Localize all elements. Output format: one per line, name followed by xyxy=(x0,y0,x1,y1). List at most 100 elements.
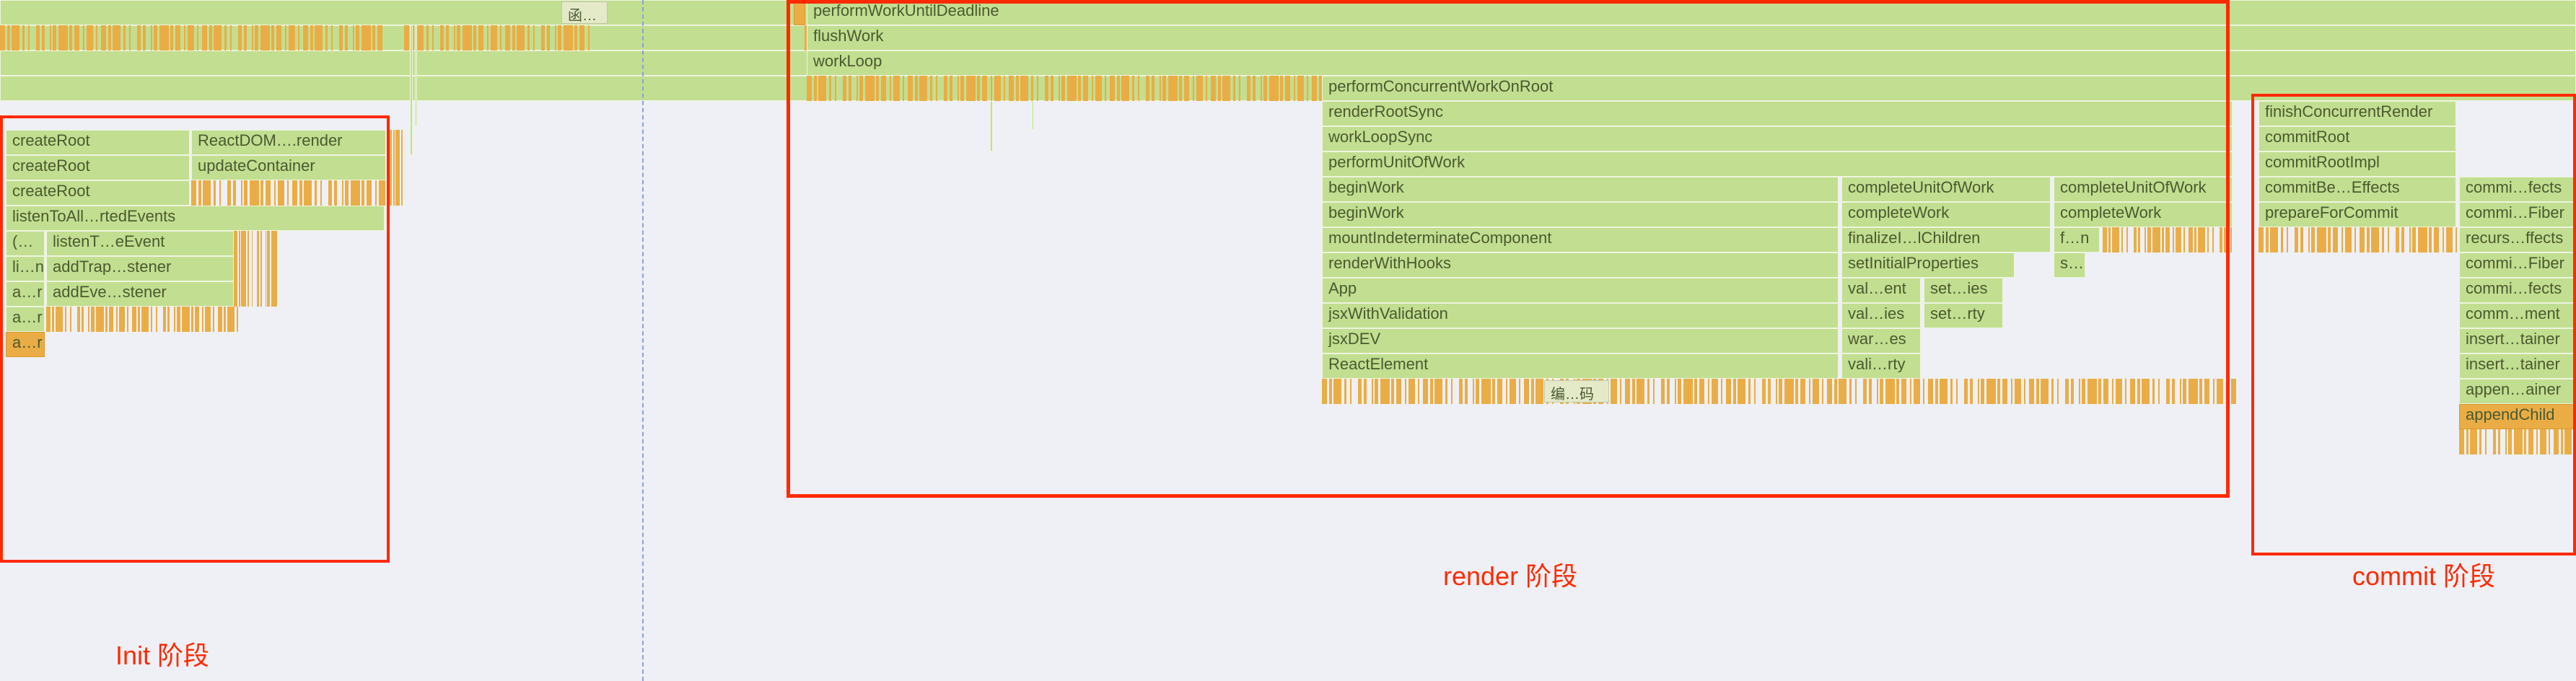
flame-frame[interactable]: a…r xyxy=(6,307,45,332)
flame-frame[interactable]: prepareForCommit xyxy=(2259,202,2456,227)
flame-frame[interactable]: ReactDOM….render xyxy=(191,130,386,155)
flame-frame[interactable]: addEve…stener xyxy=(46,281,234,307)
flame-frame[interactable]: vali…rty xyxy=(1841,353,1921,379)
flame-frame[interactable]: set…rty xyxy=(1924,303,2003,328)
flame-frame-label: addEve…stener xyxy=(47,282,171,300)
flame-frame-label: completeWork xyxy=(2054,203,2165,221)
flame-frame-label: insert…tainer xyxy=(2460,329,2564,347)
flame-frame[interactable]: li…nt xyxy=(6,256,45,281)
flame-frame-label: val…ies xyxy=(1842,304,1909,322)
flame-stripes xyxy=(234,231,277,256)
flame-frame-self[interactable]: a…r xyxy=(6,332,45,357)
flame-frame[interactable]: finalizeI…lChildren xyxy=(1841,227,2051,252)
flame-frame[interactable]: s… xyxy=(2054,252,2085,278)
flame-frame-label: jsxDEV xyxy=(1323,329,1385,347)
flame-frame[interactable]: insert…tainer xyxy=(2459,328,2575,353)
flame-frame[interactable]: ReactElement xyxy=(1322,353,1839,379)
flame-frame-label: App xyxy=(1323,278,1361,296)
flame-frame-label: li…nt xyxy=(6,257,45,275)
flame-frame[interactable]: updateContainer xyxy=(191,155,386,180)
flame-frame[interactable]: listenToAll…rtedEvents xyxy=(6,206,385,231)
flame-frame[interactable]: createRoot xyxy=(6,155,190,180)
flame-frame-label: vali…rty xyxy=(1842,354,1909,372)
flame-frame-label: set…ies xyxy=(1924,278,1992,296)
flame-frame[interactable]: workLoopSync xyxy=(1322,126,2233,151)
flame-frame[interactable]: jsxWithValidation xyxy=(1322,303,1839,328)
flame-frame-label: setInitialProperties xyxy=(1842,253,1983,271)
flame-frame[interactable]: commi…fects xyxy=(2459,278,2575,303)
flame-frame[interactable]: commi…Fiber xyxy=(2459,202,2575,227)
flame-frame[interactable]: val…ies xyxy=(1841,303,1921,328)
flame-frame[interactable]: set…ies xyxy=(1924,278,2003,303)
flame-frame[interactable]: recurs…ffects xyxy=(2459,227,2575,252)
flame-tick[interactable] xyxy=(1032,101,1034,130)
flame-frame[interactable]: f…n xyxy=(2054,227,2100,252)
flame-stripes xyxy=(2459,429,2575,454)
flame-frame[interactable]: beginWork xyxy=(1322,177,1839,202)
flame-chart-canvas[interactable]: 函…createRootReactDOM….rendercreateRootup… xyxy=(0,0,2576,681)
flame-frame[interactable]: jsxDEV xyxy=(1322,328,1839,353)
flame-frame[interactable]: workLoop xyxy=(807,50,2576,76)
flame-frame[interactable]: commitRootImpl xyxy=(2259,151,2456,177)
time-divider xyxy=(642,0,644,681)
flame-frame[interactable]: insert…tainer xyxy=(2459,353,2575,379)
flame-frame-label: performUnitOfWork xyxy=(1323,152,1469,170)
flame-frame[interactable]: renderRootSync xyxy=(1322,101,2233,126)
flame-gutter[interactable] xyxy=(794,0,805,25)
flame-frame-label: finishConcurrentRender xyxy=(2259,102,2437,120)
flame-stripes xyxy=(234,256,277,281)
flame-stripes xyxy=(389,130,402,206)
flame-frame-label: insert…tainer xyxy=(2460,354,2564,372)
flame-frame[interactable]: completeUnitOfWork xyxy=(2054,177,2233,202)
flame-frame[interactable]: mountIndeterminateComponent xyxy=(1322,227,1839,252)
flame-frame-label: createRoot xyxy=(6,181,95,199)
phase-label-init: Init 阶段 xyxy=(115,635,209,672)
flame-frame[interactable]: war…es xyxy=(1841,328,1921,353)
flame-frame[interactable]: setInitialProperties xyxy=(1841,252,2015,278)
flame-frame-label: recurs…ffects xyxy=(2460,228,2567,246)
flame-frame[interactable]: performUnitOfWork xyxy=(1322,151,2233,177)
flame-frame-self[interactable]: appendChild xyxy=(2459,404,2575,429)
flame-frame[interactable]: beginWork xyxy=(1322,202,1839,227)
flame-frame[interactable]: listenT…eEvent xyxy=(46,231,234,256)
flame-frame[interactable]: performConcurrentWorkOnRoot xyxy=(1322,76,2576,101)
flame-frame-label: renderRootSync xyxy=(1323,102,1447,120)
flame-tick[interactable] xyxy=(415,25,417,126)
flame-frame-label: workLoop xyxy=(807,51,886,69)
flame-frame[interactable]: flushWork xyxy=(807,25,2576,50)
flame-frame[interactable]: commitRoot xyxy=(2259,126,2456,151)
flame-frame-label: prepareForCommit xyxy=(2259,203,2403,221)
flame-stripes xyxy=(46,307,241,332)
flame-frame[interactable]: renderWithHooks xyxy=(1322,252,1839,278)
flame-frame[interactable]: commitBe…Effects xyxy=(2259,177,2456,202)
flame-frame[interactable]: completeUnitOfWork xyxy=(1841,177,2051,202)
flame-tick[interactable] xyxy=(410,25,413,155)
flame-frame-label: val…ent xyxy=(1842,278,1911,296)
flame-frame[interactable]: App xyxy=(1322,278,1839,303)
flame-stripes xyxy=(2259,227,2456,252)
flame-tiny-label[interactable]: 编…码 xyxy=(1544,380,1609,403)
flame-frame[interactable]: createRoot xyxy=(6,130,190,155)
flame-frame-label: performWorkUntilDeadline xyxy=(807,1,1004,19)
flame-frame-label: (… xyxy=(6,232,38,250)
flame-frame[interactable]: addTrap…stener xyxy=(46,256,234,281)
flame-frame[interactable]: completeWork xyxy=(2054,202,2233,227)
flame-frame-label: createRoot xyxy=(6,131,95,149)
flame-frame[interactable]: commi…fects xyxy=(2459,177,2575,202)
flame-frame[interactable]: appen…ainer xyxy=(2459,379,2575,404)
flame-stripes xyxy=(2103,227,2233,252)
flame-frame-label: beginWork xyxy=(1323,203,1409,221)
flame-frame[interactable]: createRoot xyxy=(6,180,190,206)
flame-frame[interactable]: val…ent xyxy=(1841,278,1921,303)
flame-frame[interactable]: comm…ment xyxy=(2459,303,2575,328)
flame-frame[interactable]: finishConcurrentRender xyxy=(2259,101,2456,126)
flame-frame[interactable]: completeWork xyxy=(1841,202,2051,227)
flame-frame[interactable]: commi…Fiber xyxy=(2459,252,2575,278)
flame-tick[interactable] xyxy=(990,101,993,151)
flame-frame-label: commitRootImpl xyxy=(2259,152,2384,170)
flame-frame-label: f…n xyxy=(2054,228,2093,246)
flame-tiny-label[interactable]: 函… xyxy=(561,1,608,24)
flame-frame[interactable]: performWorkUntilDeadline xyxy=(807,0,2576,25)
flame-frame[interactable]: a…r xyxy=(6,281,45,307)
flame-frame[interactable]: (… xyxy=(6,231,45,256)
